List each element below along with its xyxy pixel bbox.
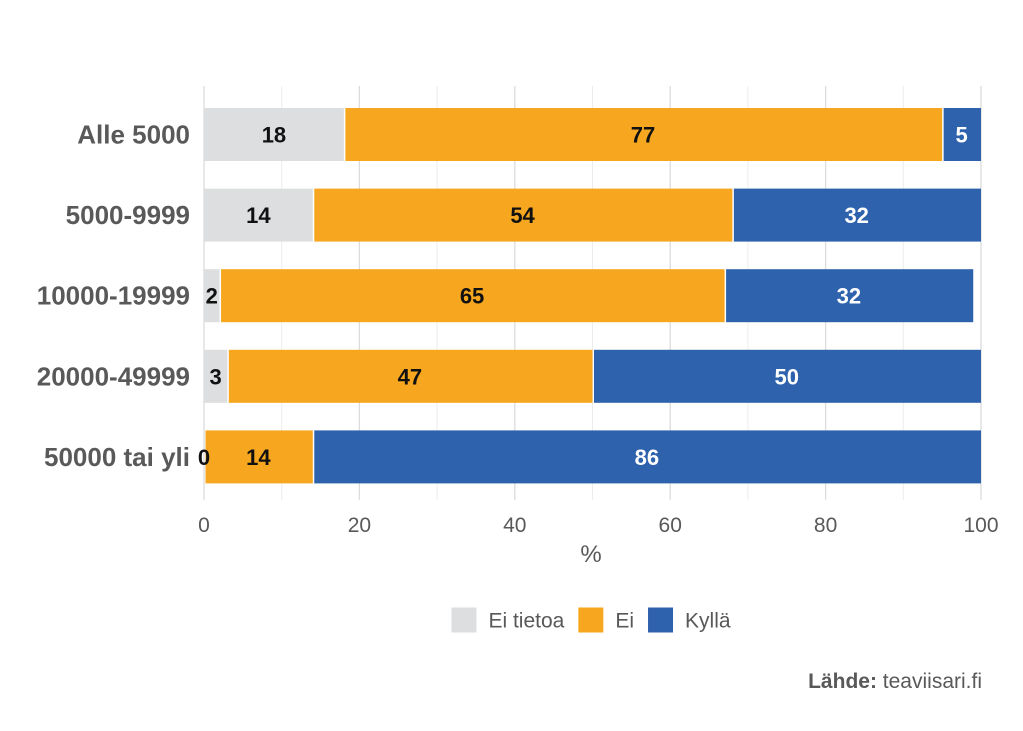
category-label: 20000-49999 [37,361,190,391]
source-text: teaviisari.fi [882,670,982,693]
data-label: 77 [631,123,655,148]
data-label: 32 [844,203,868,228]
bar-segment-ei-tietoa [204,349,228,403]
source-note: Lähde: teaviisari.fi [808,670,982,694]
x-tick-labels: 0 20 40 60 80 100 [198,514,998,537]
bar-segment-ei [228,349,593,403]
legend: Ei tietoa Ei Kyllä [451,607,731,633]
data-label: 2 [206,284,218,309]
bar-segment-kyllä [726,269,974,323]
bars [204,108,981,484]
category-label: 50000 tai yli [44,442,190,472]
data-label: 18 [262,123,286,148]
data-label: 86 [635,445,659,470]
data-label: 32 [837,284,861,309]
data-label: 3 [210,364,222,389]
data-label: 5 [955,123,967,148]
category-label: Alle 5000 [77,120,190,150]
bar-segment-kyllä [943,108,981,161]
data-label: 65 [460,284,484,309]
bar-segment-ei-tietoa [204,269,220,323]
x-tick-label: 0 [198,514,210,537]
source-label: Lähde: [808,670,877,693]
legend-label: Ei tietoa [488,610,564,633]
x-tick-label: 40 [503,514,526,537]
x-tick-label: 20 [348,514,371,537]
data-label: 14 [246,203,271,228]
bar-segment-ei [205,430,313,484]
legend-label: Ei [615,610,634,633]
category-label: 5000-9999 [66,200,190,230]
bar-labels: 18 77 5 14 54 32 2 65 32 3 47 50 0 14 86 [198,123,968,470]
category-labels: Alle 5000 5000-9999 10000-19999 20000-49999… [37,120,190,472]
x-tick-label: 80 [814,514,837,537]
x-axis-title: % [580,541,601,568]
legend-swatch [451,607,477,633]
data-label: 14 [246,445,271,470]
data-label: 54 [510,203,535,228]
legend-swatch [648,607,674,633]
data-label: 47 [398,364,422,389]
bar-segment-kyllä [594,349,981,403]
data-label: 50 [775,364,799,389]
x-tick-label: 100 [963,514,998,537]
bar-segment-ei [345,108,943,161]
bar-segment-ei-tietoa [204,108,344,161]
bar-segment-kyllä [314,430,981,484]
bar-segment-kyllä [733,188,981,242]
bar-segment-ei [314,188,733,242]
legend-swatch [578,607,604,633]
category-label: 10000-19999 [37,281,190,311]
legend-label: Kyllä [685,610,731,633]
bar-segment-ei [221,269,725,323]
bar-segment-ei-tietoa [204,188,313,242]
data-label: 0 [198,445,210,470]
x-tick-label: 60 [659,514,682,537]
